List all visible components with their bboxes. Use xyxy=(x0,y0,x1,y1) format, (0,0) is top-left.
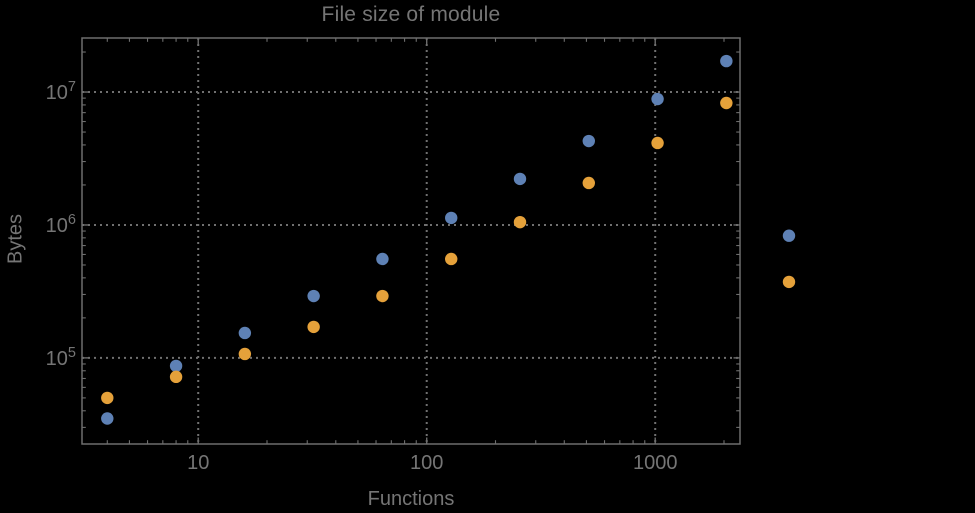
data-point-orange xyxy=(651,136,664,150)
x-tick-label: 100 xyxy=(410,452,443,474)
data-point-orange xyxy=(169,370,183,384)
data-point-orange xyxy=(782,275,796,289)
data-point-blue xyxy=(169,359,183,373)
data-point-blue xyxy=(238,326,252,340)
y-tick-label: 107 xyxy=(46,79,76,104)
x-tick-label: 1000 xyxy=(633,452,678,474)
y-tick-labels: 105 106 107 xyxy=(46,79,76,370)
data-point-blue xyxy=(782,229,796,242)
data-point-orange xyxy=(513,215,527,229)
chart-title: File size of module xyxy=(321,3,501,26)
y-axis-label: Bytes xyxy=(4,213,27,265)
data-point-orange xyxy=(238,347,252,361)
y-tick-label: 106 xyxy=(46,212,76,237)
data-point-blue xyxy=(651,92,664,106)
data-point-blue xyxy=(445,211,458,225)
data-point-blue xyxy=(101,412,114,425)
data-point-orange xyxy=(307,320,320,334)
data-point-blue xyxy=(376,252,389,266)
data-point-orange xyxy=(376,289,389,303)
axis-ticks xyxy=(82,38,740,444)
data-point-blue xyxy=(307,289,320,303)
data-point-orange xyxy=(720,96,733,110)
series-orange xyxy=(101,96,796,405)
x-tick-labels: 10 100 1000 xyxy=(187,452,677,474)
series-blue xyxy=(101,54,796,425)
data-point-orange xyxy=(101,391,114,405)
data-point-orange xyxy=(445,252,458,266)
data-point-orange xyxy=(582,176,595,190)
y-tick-label: 105 xyxy=(46,345,76,370)
gridlines xyxy=(82,38,740,444)
data-point-blue xyxy=(720,54,733,68)
x-axis-label: Functions xyxy=(367,488,455,510)
data-point-blue xyxy=(582,134,595,148)
plot-frame xyxy=(81,37,741,445)
x-tick-label: 10 xyxy=(187,452,209,474)
data-point-blue xyxy=(513,172,527,186)
